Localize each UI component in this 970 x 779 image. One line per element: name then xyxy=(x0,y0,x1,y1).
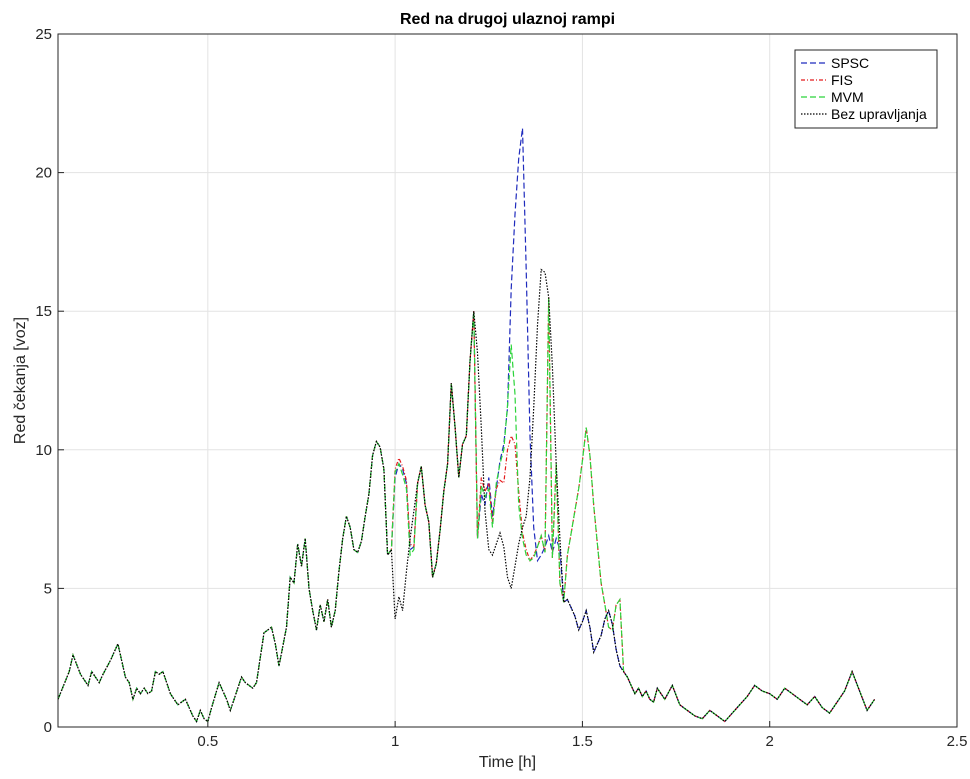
x-tick-label: 2 xyxy=(766,733,774,750)
y-tick-label: 20 xyxy=(35,165,52,182)
y-tick-label: 15 xyxy=(35,303,52,320)
x-tick-label: 1.5 xyxy=(572,733,593,750)
legend-label: MVM xyxy=(831,89,864,105)
y-tick-label: 10 xyxy=(35,442,52,459)
series-layer xyxy=(57,128,876,723)
series-line-bez-upravljanja xyxy=(57,268,876,723)
y-tick-label: 0 xyxy=(44,719,52,736)
y-tick-label: 25 xyxy=(35,26,52,43)
legend-box xyxy=(794,49,938,129)
legend-label: Bez upravljanja xyxy=(831,106,927,122)
chart-title: Red na drugoj ulaznoj rampi xyxy=(400,11,615,28)
plot-frame xyxy=(57,33,958,728)
y-axis-label: Red čekanja [voz] xyxy=(12,317,29,444)
axis-ticks: 0.5 1 1.5 2 2.5 0 5 10 15 20 25 xyxy=(35,26,967,750)
legend-label: SPSC xyxy=(831,55,869,71)
y-tick-label: 5 xyxy=(44,580,52,597)
x-axis-label: Time [h] xyxy=(479,754,536,771)
x-tick-label: 0.5 xyxy=(197,733,218,750)
x-tick-label: 2.5 xyxy=(947,733,968,750)
legend-label: FIS xyxy=(831,72,853,88)
x-tick-label: 1 xyxy=(391,733,399,750)
